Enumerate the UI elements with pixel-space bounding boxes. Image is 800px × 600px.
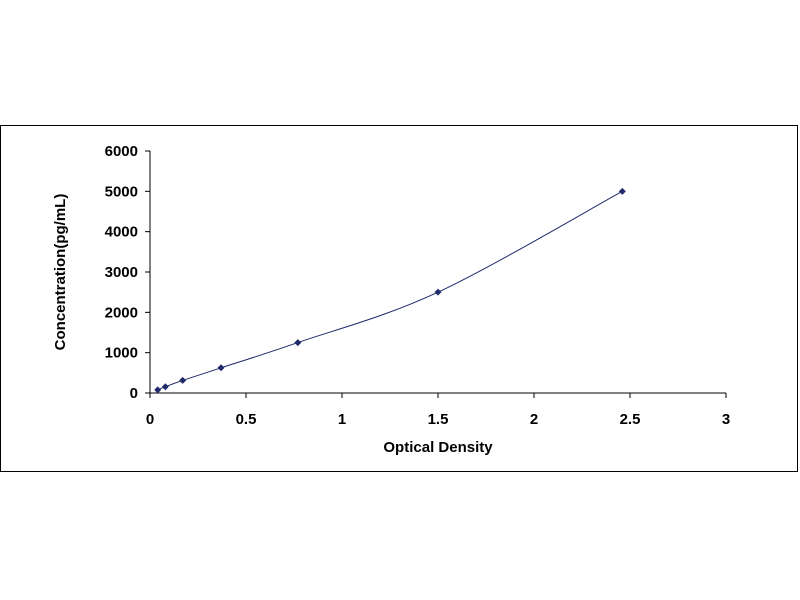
data-point-marker	[161, 383, 169, 391]
y-tick-label: 5000	[105, 183, 138, 200]
x-tick-label: 2	[530, 411, 538, 428]
x-tick-label: 0.5	[236, 411, 257, 428]
data-point-marker	[154, 386, 162, 394]
y-tick-label: 2000	[105, 304, 138, 321]
data-point-marker	[434, 288, 442, 296]
x-tick-label: 1	[338, 411, 346, 428]
data-point-marker	[294, 339, 302, 347]
y-tick-label: 3000	[105, 264, 138, 281]
y-tick-label: 4000	[105, 224, 138, 241]
x-axis-title: Optical Density	[383, 439, 493, 456]
y-axis-title: Concentration(pg/mL)	[52, 194, 69, 351]
x-tick-label: 2.5	[620, 411, 641, 428]
data-points	[154, 187, 626, 394]
x-axis: 0 0.5 1 1.5 2 2.5 3	[146, 392, 730, 428]
fit-curve	[157, 190, 623, 391]
data-point-marker	[618, 187, 626, 195]
y-tick-label: 1000	[105, 345, 138, 362]
x-tick-label: 1.5	[428, 411, 449, 428]
x-tick-label: 3	[722, 411, 730, 428]
y-axis: 0 1000 2000 3000 4000 5000 6000	[105, 143, 151, 402]
y-tick-label: 0	[130, 385, 138, 402]
x-tick-label: 0	[146, 411, 154, 428]
data-point-marker	[217, 364, 225, 372]
chart-frame	[0, 125, 798, 472]
data-point-marker	[179, 376, 187, 384]
fit-curve-group	[157, 190, 623, 391]
y-tick-label: 6000	[105, 143, 138, 160]
